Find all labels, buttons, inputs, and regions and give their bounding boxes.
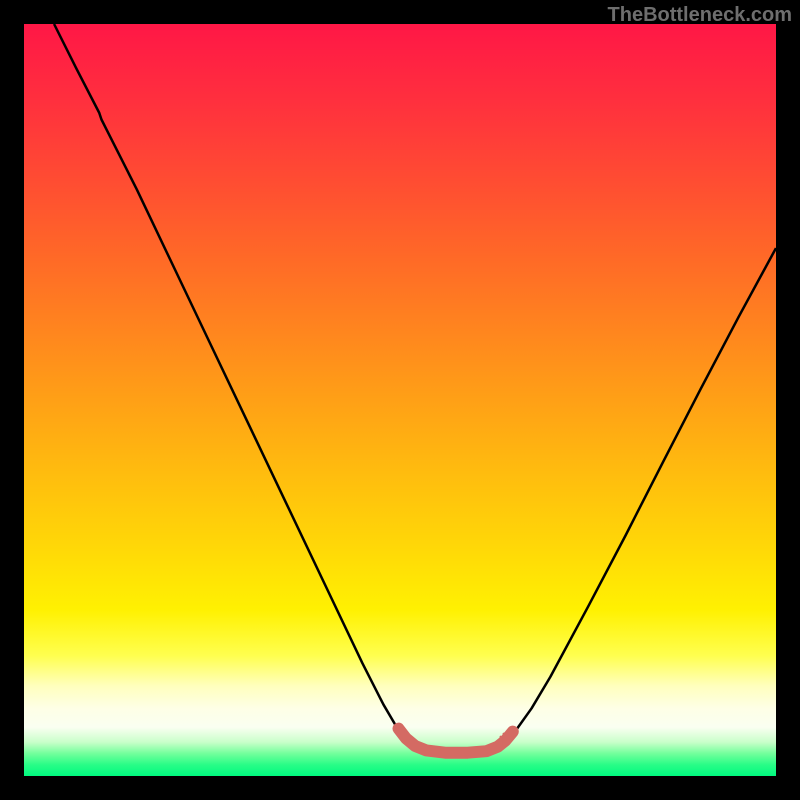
plot-area bbox=[24, 24, 776, 776]
bottleneck-curve bbox=[54, 24, 776, 751]
optimal-range-highlight bbox=[399, 729, 513, 753]
curve-overlay bbox=[24, 24, 776, 776]
watermark-text: TheBottleneck.com bbox=[608, 4, 792, 27]
chart-frame: TheBottleneck.com bbox=[0, 0, 800, 800]
